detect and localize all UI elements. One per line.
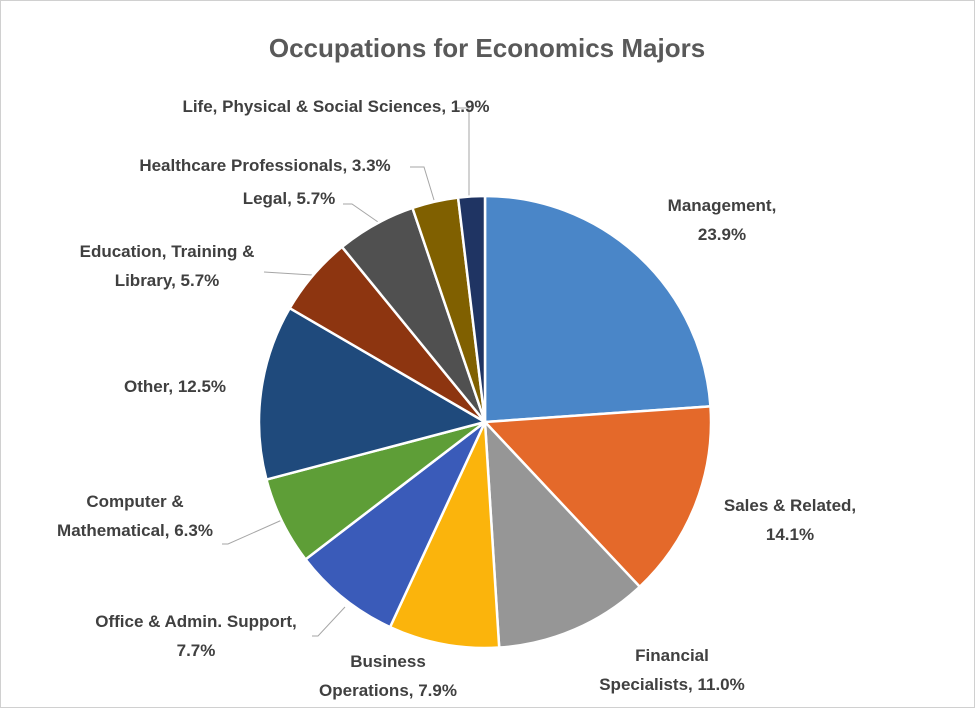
chart-title: Occupations for Economics Majors bbox=[269, 33, 705, 63]
data-label: Life, Physical & Social Sciences, 1.9% bbox=[182, 97, 489, 116]
leader-line bbox=[343, 203, 379, 223]
data-label: Business Operations, 7.9% bbox=[319, 652, 457, 700]
pie-slice bbox=[257, 306, 489, 482]
pie-slice bbox=[483, 194, 712, 424]
data-label: Sales & Related, 14.1% bbox=[724, 496, 856, 544]
leader-line bbox=[455, 107, 470, 198]
leader-lines bbox=[222, 107, 470, 637]
leader-line bbox=[312, 606, 346, 637]
pie-slice bbox=[388, 421, 501, 650]
pie-slice bbox=[482, 405, 713, 589]
data-label: Management, 23.9% bbox=[668, 196, 777, 244]
data-label: Office & Admin. Support, 7.7% bbox=[95, 612, 296, 660]
pie-slice bbox=[303, 421, 487, 629]
data-label: Other, 12.5% bbox=[124, 377, 226, 396]
pie-slice bbox=[483, 418, 642, 649]
data-label: Financial Specialists, 11.0% bbox=[599, 646, 745, 694]
data-label: Legal, 5.7% bbox=[243, 189, 336, 208]
data-label: Computer & Mathematical, 6.3% bbox=[57, 492, 213, 540]
data-label: Healthcare Professionals, 3.3% bbox=[139, 156, 390, 175]
leader-line bbox=[410, 166, 435, 201]
pie-slice bbox=[456, 194, 487, 423]
data-label: Education, Training & Library, 5.7% bbox=[80, 242, 255, 290]
leader-line bbox=[263, 271, 313, 276]
leader-line bbox=[222, 519, 283, 545]
